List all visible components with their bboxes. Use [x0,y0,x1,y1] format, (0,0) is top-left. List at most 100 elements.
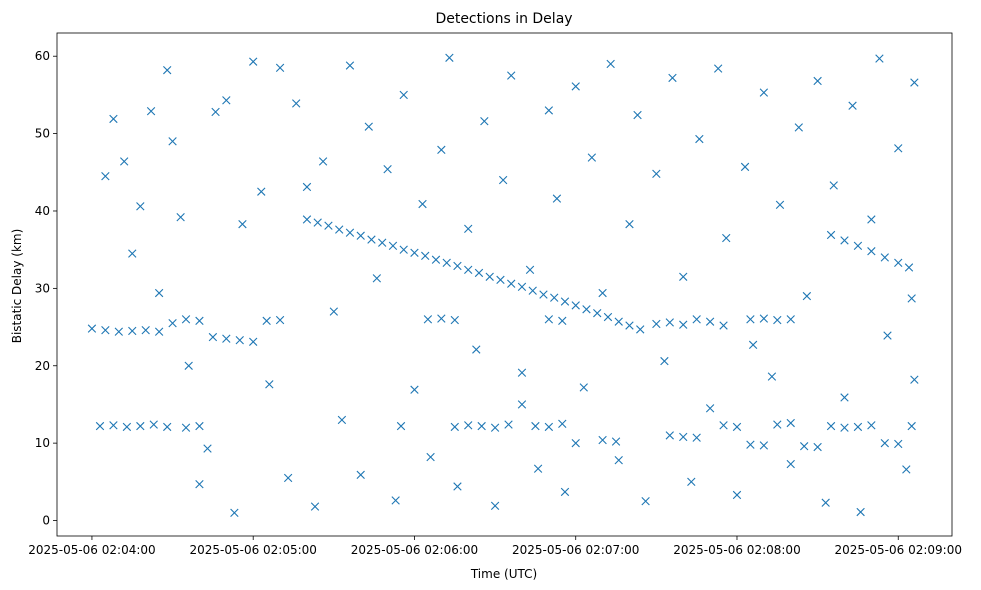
data-point [329,307,339,316]
data-point [692,315,701,324]
data-point [840,236,849,245]
data-point [410,248,419,257]
data-point [442,258,451,268]
data-point [275,63,285,73]
data-point [378,238,387,247]
data-point [821,498,830,507]
data-point [544,315,554,324]
data-point [391,496,400,505]
data-point [485,272,494,281]
data-point [880,438,889,448]
data-point [176,212,185,222]
data-point [149,420,158,429]
data-point [450,422,459,432]
data-point [388,241,398,250]
data-point [856,507,865,517]
data-point [208,332,218,342]
data-point [625,219,634,229]
data-point [713,64,723,73]
data-point [719,321,728,330]
data-point [211,107,220,117]
data-point [719,421,728,430]
data-point [195,421,204,431]
data-points [87,53,919,517]
data-point [163,422,172,432]
data-point [195,316,204,326]
data-point [101,171,110,181]
chart-title: Detections in Delay [435,11,572,27]
data-point [606,59,615,69]
data-point [154,288,164,298]
data-point [517,400,527,409]
data-point [498,175,508,185]
data-point [490,423,500,432]
data-point [813,442,822,452]
data-point [665,318,674,327]
data-point [907,421,916,431]
data-point [87,324,97,333]
data-point [464,421,473,430]
data-point [550,293,559,302]
data-point [560,297,570,306]
x-tick-label: 2025-05-06 02:06:00 [351,543,478,557]
data-point [875,54,884,63]
data-point [883,331,892,340]
data-point [660,356,669,366]
data-point [679,320,688,329]
data-point [786,418,795,428]
data-point [472,345,481,354]
data-point [399,245,408,254]
data-point [249,57,258,66]
data-point [372,274,382,283]
y-tick-label: 60 [35,49,50,63]
data-point [558,316,567,326]
data-point [367,235,376,244]
data-point [533,464,543,473]
data-point [759,441,769,450]
data-point [507,279,516,288]
data-point [136,421,145,431]
y-tick-label: 40 [35,204,50,218]
data-point [345,228,355,237]
data-point [867,247,876,256]
data-point [867,421,876,430]
data-point [840,393,849,402]
data-point [431,255,441,264]
data-point [732,422,742,432]
data-point [748,340,758,350]
data-point [775,200,785,209]
data-point [695,134,704,144]
data-point [579,383,588,392]
y-axis-title: Bistatic Delay (km) [10,229,24,344]
data-point [571,301,580,310]
data-point [95,421,105,431]
data-point [453,261,462,271]
data-point [722,233,731,243]
plot-area: 2025-05-06 02:04:00 2025-05-06 02:05:00 20… [28,32,962,557]
data-point [813,76,822,86]
data-point [383,165,392,174]
data-point [230,508,239,517]
data-point [910,375,919,384]
data-point [292,99,301,108]
data-point [848,101,857,110]
y-tick-label: 10 [35,436,50,450]
data-point [450,315,459,325]
data-point [598,435,607,445]
data-point [262,316,271,326]
data-point [560,487,570,497]
data-point [826,230,836,240]
data-point [490,501,500,511]
data-point [773,315,782,325]
data-point [786,459,795,469]
data-point [853,241,863,250]
data-point [141,325,150,335]
data-point [528,286,537,295]
data-point [101,325,110,335]
data-point [265,380,274,389]
y-tick-label: 30 [35,281,50,295]
data-point [829,181,838,190]
data-point [345,61,355,70]
data-point [544,422,554,432]
